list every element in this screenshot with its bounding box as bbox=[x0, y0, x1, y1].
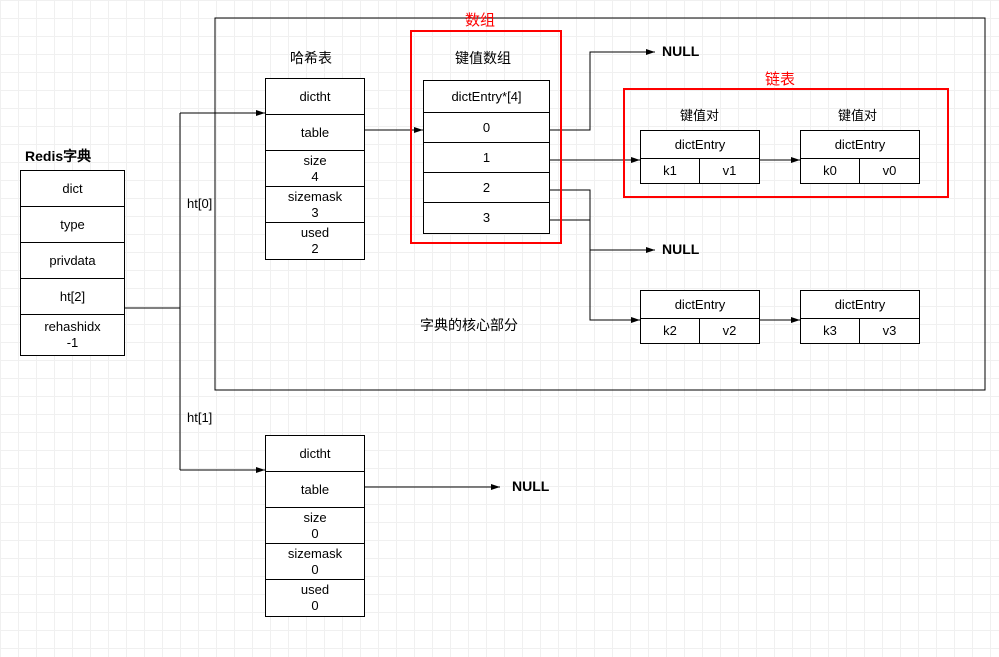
entry-k2-val: v2 bbox=[700, 319, 759, 343]
entry-k2: dictEntry k2 v2 bbox=[640, 290, 760, 344]
ht0-sizemask-val: 3 bbox=[311, 205, 318, 221]
entry-k3-val: v3 bbox=[860, 319, 919, 343]
entry-k0-val: v0 bbox=[860, 159, 919, 183]
entry-k3: dictEntry k3 v3 bbox=[800, 290, 920, 344]
entry-k1-key: k1 bbox=[641, 159, 700, 183]
label-null-3: NULL bbox=[512, 478, 549, 494]
ht0-sizemask: sizemask 3 bbox=[266, 187, 364, 223]
ht0-used: used 2 bbox=[266, 223, 364, 259]
array-header: dictEntry*[4] bbox=[424, 81, 549, 113]
ht1-sizemask-val: 0 bbox=[311, 562, 318, 578]
entry-k3-top: dictEntry bbox=[801, 291, 919, 319]
ht1-dictht: dictht bbox=[266, 436, 364, 472]
ht0-box: dictht table size 4 sizemask 3 used 2 bbox=[265, 78, 365, 260]
entry-k1-val: v1 bbox=[700, 159, 759, 183]
label-null-1: NULL bbox=[662, 43, 699, 59]
title-redis-dict: Redis字典 bbox=[25, 146, 91, 166]
label-linked-list: 链表 bbox=[765, 68, 795, 89]
ht1-used-val: 0 bbox=[311, 598, 318, 614]
dict-cell-type: type bbox=[21, 207, 124, 243]
ht0-dictht: dictht bbox=[266, 79, 364, 115]
label-array-cn: 数组 bbox=[465, 9, 495, 30]
ht1-sizemask: sizemask 0 bbox=[266, 544, 364, 580]
array-box: dictEntry*[4] 0 1 2 3 bbox=[423, 80, 550, 234]
ht0-used-val: 2 bbox=[311, 241, 318, 257]
ht1-table: table bbox=[266, 472, 364, 508]
ht1-used-label: used bbox=[301, 582, 329, 598]
entry-k2-top: dictEntry bbox=[641, 291, 759, 319]
ht0-size-val: 4 bbox=[311, 169, 318, 185]
entry-k3-key: k3 bbox=[801, 319, 860, 343]
label-kv-array: 键值数组 bbox=[455, 48, 511, 68]
label-core: 字典的核心部分 bbox=[420, 315, 518, 335]
ht1-size-val: 0 bbox=[311, 526, 318, 542]
dict-cell-ht2: ht[2] bbox=[21, 279, 124, 315]
entry-k0: dictEntry k0 v0 bbox=[800, 130, 920, 184]
ht1-size-label: size bbox=[303, 510, 326, 526]
entry-k1-top: dictEntry bbox=[641, 131, 759, 159]
entry-k1: dictEntry k1 v1 bbox=[640, 130, 760, 184]
array-row-0: 0 bbox=[424, 113, 549, 143]
ht0-sizemask-label: sizemask bbox=[288, 189, 342, 205]
entry-k0-top: dictEntry bbox=[801, 131, 919, 159]
array-row-3: 3 bbox=[424, 203, 549, 233]
ht0-size-label: size bbox=[303, 153, 326, 169]
label-hashtable: 哈希表 bbox=[290, 48, 332, 68]
dict-cell-dict: dict bbox=[21, 171, 124, 207]
array-row-1: 1 bbox=[424, 143, 549, 173]
label-kv-pair-1: 键值对 bbox=[680, 105, 719, 124]
dict-cell-privdata: privdata bbox=[21, 243, 124, 279]
dict-box: dict type privdata ht[2] rehashidx -1 bbox=[20, 170, 125, 356]
array-row-2: 2 bbox=[424, 173, 549, 203]
ht1-used: used 0 bbox=[266, 580, 364, 616]
ht1-box: dictht table size 0 sizemask 0 used 0 bbox=[265, 435, 365, 617]
ht1-size: size 0 bbox=[266, 508, 364, 544]
dict-cell-rehashidx: rehashidx -1 bbox=[21, 315, 124, 355]
entry-k2-key: k2 bbox=[641, 319, 700, 343]
label-null-2: NULL bbox=[662, 241, 699, 257]
ht0-used-label: used bbox=[301, 225, 329, 241]
ht0-table: table bbox=[266, 115, 364, 151]
label-ht1: ht[1] bbox=[187, 410, 212, 425]
entry-k0-key: k0 bbox=[801, 159, 860, 183]
label-kv-pair-2: 键值对 bbox=[838, 105, 877, 124]
ht1-sizemask-label: sizemask bbox=[288, 546, 342, 562]
label-ht0: ht[0] bbox=[187, 196, 212, 211]
ht0-size: size 4 bbox=[266, 151, 364, 187]
